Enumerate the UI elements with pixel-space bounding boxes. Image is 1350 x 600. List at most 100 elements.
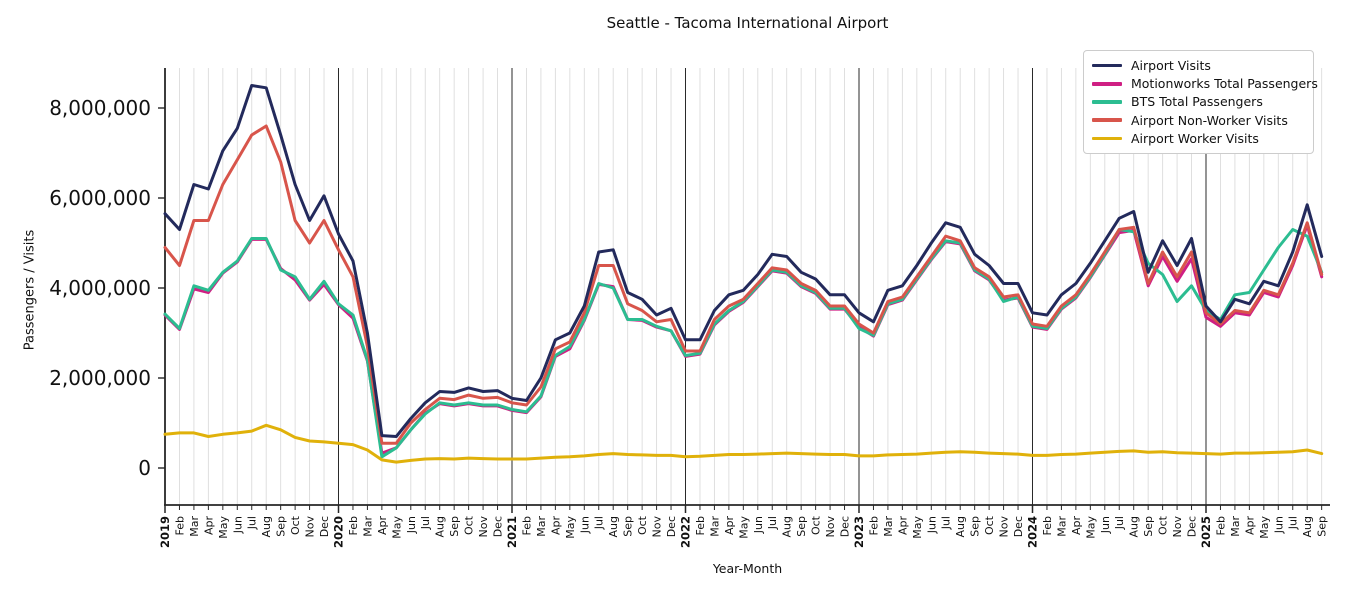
x-axis-ticks: 2019 Feb Mar Apr May Jun Jul Aug Sep Oct Nov Dec 202… — [158, 505, 1329, 548]
x-tick-label: Dec — [665, 516, 678, 537]
legend-line-swatch — [1092, 82, 1122, 86]
x-tick-label: Aug — [260, 516, 273, 537]
x-tick-label: 2022 — [678, 516, 692, 548]
x-tick-label: Dec — [1186, 516, 1199, 537]
x-tick-label: Jul — [593, 516, 606, 530]
x-tick-label: Feb — [694, 516, 707, 535]
x-tick-label: Jun — [231, 516, 244, 534]
series-line-airport-visits — [163, 84, 1324, 438]
x-tick-label: Jun — [1272, 516, 1285, 534]
x-tick-label: Jun — [578, 516, 591, 534]
x-tick-label: May — [1258, 516, 1271, 539]
legend-item-bts-total-passengers: BTS Total Passengers — [1092, 94, 1305, 109]
y-tick-label: 2,000,000 — [49, 366, 151, 390]
y-tick-label: 4,000,000 — [49, 276, 151, 300]
x-tick-label: Mar — [188, 516, 201, 537]
x-tick-label: Nov — [651, 516, 664, 538]
x-tick-label: Mar — [1055, 516, 1068, 537]
y-axis-ticks: 0 2,000,000 4,000,000 6,000,000 8,000,000 — [49, 96, 165, 480]
x-tick-label: Aug — [1128, 516, 1141, 537]
x-tick-label: Apr — [1243, 516, 1256, 536]
x-tick-label: Aug — [607, 516, 620, 537]
legend-item-airport-visits: Airport Visits — [1092, 58, 1305, 73]
x-tick-label: May — [564, 516, 577, 539]
x-tick-label: Jun — [752, 516, 765, 534]
x-tick-label: Oct — [289, 515, 302, 535]
x-tick-label: Oct — [463, 515, 476, 535]
x-tick-label: Nov — [998, 516, 1011, 538]
x-tick-label: Apr — [896, 516, 909, 536]
x-tick-label: Oct — [636, 515, 649, 535]
x-tick-label: Aug — [954, 516, 967, 537]
x-axis-label: Year-Month — [712, 561, 783, 576]
x-tick-label: Oct — [1157, 515, 1170, 535]
legend-item-airport-non-worker-visits: Airport Non-Worker Visits — [1092, 113, 1305, 128]
legend: Airport Visits Motionworks Total Passeng… — [1083, 50, 1318, 155]
x-tick-label: Apr — [549, 516, 562, 536]
x-tick-label: May — [737, 516, 750, 539]
y-tick-label: 8,000,000 — [49, 96, 151, 120]
x-tick-label: May — [217, 516, 230, 539]
x-tick-label: Aug — [434, 516, 447, 537]
x-tick-label: Apr — [1070, 516, 1083, 536]
x-tick-label: 2023 — [852, 516, 866, 548]
x-tick-label: Feb — [1214, 516, 1227, 535]
x-tick-label: 2025 — [1199, 516, 1213, 548]
x-tick-label: Apr — [376, 516, 389, 536]
x-tick-label: Apr — [202, 516, 215, 536]
x-tick-label: Aug — [781, 516, 794, 537]
x-tick-label: Sep — [1316, 516, 1329, 537]
y-tick-label: 0 — [138, 456, 151, 480]
x-tick-label: Mar — [1229, 516, 1242, 537]
axes-spines — [164, 68, 1330, 506]
series-line-airport-worker-visits — [163, 423, 1324, 464]
x-tick-label: 2024 — [1025, 516, 1039, 548]
legend-item-label: Airport Visits — [1131, 58, 1211, 73]
x-tick-label: Jun — [405, 516, 418, 534]
x-tick-label: Dec — [1012, 516, 1025, 537]
x-tick-label: Jul — [246, 516, 259, 530]
x-tick-label: 2021 — [505, 516, 519, 548]
legend-line-swatch — [1092, 136, 1122, 141]
x-tick-label: Sep — [1142, 516, 1155, 537]
x-tick-label: Jul — [419, 516, 432, 530]
chart-title: Seattle - Tacoma International Airport — [606, 14, 889, 32]
y-tick-label: 6,000,000 — [49, 186, 151, 210]
x-tick-label: Sep — [275, 516, 288, 537]
x-tick-label: Dec — [839, 516, 852, 537]
x-tick-label: Sep — [448, 516, 461, 537]
series-line-bts-total-passengers — [163, 228, 1324, 459]
x-tick-label: Jul — [766, 516, 779, 530]
x-tick-label: Nov — [304, 516, 317, 538]
legend-item-label: Motionworks Total Passengers — [1131, 76, 1318, 92]
x-tick-label: Apr — [723, 516, 736, 536]
x-tick-label: Sep — [795, 516, 808, 537]
x-tick-label: 2019 — [158, 516, 172, 548]
x-tick-label: Mar — [882, 516, 895, 537]
x-tick-label: May — [911, 516, 924, 539]
x-tick-label: Aug — [1301, 516, 1314, 537]
x-tick-label: Dec — [492, 516, 505, 537]
x-tick-label: Jun — [1099, 516, 1112, 534]
x-tick-label: May — [1084, 516, 1097, 539]
x-tick-label: May — [390, 516, 403, 539]
legend-item-motionworks-total-passengers: Motionworks Total Passengers — [1092, 76, 1318, 91]
legend-line-swatch — [1092, 100, 1122, 104]
legend-line-swatch — [1092, 63, 1122, 68]
x-tick-label: Nov — [824, 516, 837, 538]
legend-item-label: Airport Non-Worker Visits — [1131, 112, 1288, 128]
x-tick-label: Oct — [810, 515, 823, 535]
x-tick-label: Mar — [535, 516, 548, 537]
x-tick-label: Dec — [318, 516, 331, 537]
x-tick-label: Jul — [1113, 516, 1126, 530]
x-tick-label: Jun — [925, 516, 938, 534]
series-line-airport-non-worker-visits — [163, 124, 1324, 445]
series-lines — [163, 84, 1324, 464]
x-tick-label: Jul — [940, 516, 953, 530]
x-tick-label: Feb — [520, 516, 533, 535]
x-tick-label: Jul — [1287, 516, 1300, 530]
x-tick-label: Feb — [1041, 516, 1054, 535]
x-tick-label: Nov — [477, 516, 490, 538]
